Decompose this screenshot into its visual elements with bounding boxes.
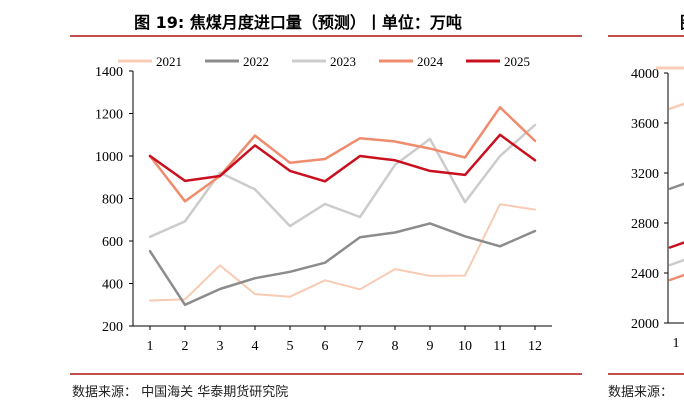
legend-label: 2024 xyxy=(417,54,444,69)
legend-item-2024: 2024 xyxy=(379,54,444,69)
x-tick-label: 12 xyxy=(528,339,542,354)
legend-label: 2025 xyxy=(504,54,530,69)
legend-label: 2021 xyxy=(156,54,182,69)
title-divider xyxy=(70,35,582,37)
y-tick-label: 1400 xyxy=(95,65,123,80)
x-tick-label: 4 xyxy=(252,339,259,354)
x-tick-label: 1 xyxy=(147,339,154,354)
x-tick-label: 6 xyxy=(322,339,329,354)
series-line-cropped-3 xyxy=(668,102,684,110)
legend-item-2025: 2025 xyxy=(466,54,530,69)
y-tick-label: 4000 xyxy=(631,67,659,82)
series-line-2021 xyxy=(149,203,536,302)
y-tick-label: 800 xyxy=(102,193,123,208)
x-tick-label: 8 xyxy=(392,339,399,354)
series-line-cropped-1 xyxy=(668,241,684,249)
y-tick-label: 600 xyxy=(102,235,123,250)
source-note: 数据来源： 中国海关 华泰期货研究院 xyxy=(72,385,289,400)
chart-series xyxy=(148,106,537,307)
chart-series-cropped xyxy=(656,66,684,282)
y-tick-label: 200 xyxy=(102,320,123,335)
series-line-cropped-0 xyxy=(668,273,684,282)
x-tick-label: 5 xyxy=(287,339,294,354)
x-tick-label: 7 xyxy=(357,339,364,354)
legend-label: 2023 xyxy=(330,54,356,69)
y-tick-label: 3600 xyxy=(631,117,659,132)
chart-panel-cropped: 图 2000 2400 2800 3200 3600 4000 1 数据来源： xyxy=(596,0,684,410)
x-tick-label: 11 xyxy=(493,339,506,354)
chart-legend: 2021 2022 2023 2024 2025 xyxy=(118,54,530,69)
series-line-cropped-4 xyxy=(668,182,684,190)
legend-item-2023: 2023 xyxy=(292,54,356,69)
chart-axes-cropped: 2000 2400 2800 3200 3600 4000 1 xyxy=(631,67,684,351)
y-tick-label: 400 xyxy=(102,278,123,293)
chart-title: 图 19: 焦煤月度进口量（预测）丨单位：万吨 xyxy=(134,13,462,32)
y-tick-label: 2000 xyxy=(631,317,659,332)
footer-divider-cropped xyxy=(608,373,684,375)
series-line-2022 xyxy=(148,222,537,307)
x-tick-label: 2 xyxy=(182,339,189,354)
line-chart: 2021 2022 2023 2024 2025 2004006008001000120… xyxy=(95,54,552,354)
chart-title-cropped: 图 xyxy=(680,9,684,33)
chart-panel-coking-coal-imports: 图 19: 焦煤月度进口量（预测）丨单位：万吨 2021 2022 2023 2024… xyxy=(70,13,582,400)
series-line-2024 xyxy=(148,106,537,203)
line-chart-cropped: 2000 2400 2800 3200 3600 4000 1 xyxy=(631,66,684,351)
x-tick-label: 10 xyxy=(458,339,472,354)
x-tick-label: 1 xyxy=(673,336,680,351)
y-tick-label: 2800 xyxy=(631,217,659,232)
title-divider-cropped xyxy=(608,35,684,37)
y-tick-label: 1000 xyxy=(95,150,123,165)
x-tick-label: 9 xyxy=(427,339,434,354)
source-note-cropped: 数据来源： xyxy=(608,385,674,400)
y-tick-label: 1200 xyxy=(95,108,123,123)
x-tick-label: 3 xyxy=(217,339,224,354)
legend-item-2022: 2022 xyxy=(205,54,269,69)
legend-item-2021: 2021 xyxy=(118,54,182,69)
y-tick-label: 3200 xyxy=(631,167,659,182)
footer-divider xyxy=(70,373,582,375)
series-line-2025 xyxy=(148,133,537,183)
legend-label: 2022 xyxy=(243,54,269,69)
series-line-cropped-2 xyxy=(668,258,684,267)
y-tick-label: 2400 xyxy=(631,267,659,282)
